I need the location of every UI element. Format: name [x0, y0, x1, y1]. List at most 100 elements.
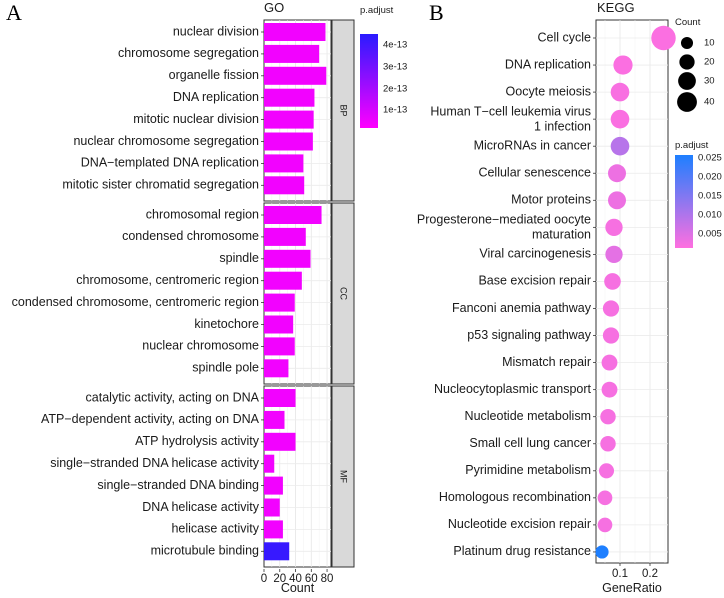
data-point [604, 273, 621, 290]
data-point [601, 354, 618, 371]
x-tick-label: 0 [261, 573, 267, 585]
color-legend-label: 0.010 [698, 210, 722, 221]
size-legend-dot [678, 72, 696, 90]
data-point [601, 381, 618, 398]
y-tick-label: Nucleotide excision repair [448, 517, 591, 531]
y-tick-label: ATP hydrolysis activity [135, 434, 260, 448]
facet-strip-mf [331, 385, 355, 568]
bar [264, 110, 314, 129]
color-legend-label: 0.025 [698, 153, 722, 164]
y-tick-label: Motor proteins [511, 193, 591, 207]
bar [264, 337, 295, 356]
y-tick-label: helicase activity [171, 522, 259, 536]
y-tick-label: Mismatch repair [502, 355, 591, 369]
y-tick-label: single−stranded DNA helicase activity [50, 456, 260, 470]
x-tick-label: 40 [289, 573, 302, 585]
data-point [600, 408, 616, 425]
x-tick-label: 80 [321, 573, 334, 585]
y-tick-label: Platinum drug resistance [453, 544, 591, 558]
y-tick-label: Small cell lung cancer [469, 436, 591, 450]
bar [264, 293, 295, 312]
y-tick-label: p53 signaling pathway [467, 328, 591, 342]
y-tick-label: DNA−templated DNA replication [81, 156, 259, 170]
y-tick-label: Nucleocytoplasmic transport [434, 382, 592, 396]
data-point [602, 300, 620, 317]
bar [264, 476, 283, 495]
color-legend-label: 0.020 [698, 172, 722, 183]
color-legend-label: 0.005 [698, 229, 722, 240]
bar [264, 271, 302, 290]
y-tick-label: Fanconi anemia pathway [452, 301, 592, 315]
data-point [595, 545, 609, 559]
plot-panel [595, 19, 669, 564]
y-tick-label-line2: 1 infection [534, 119, 591, 133]
y-tick-label-line2: maturation [532, 228, 591, 242]
color-legend-bar [360, 34, 378, 128]
size-legend-label: 30 [704, 76, 715, 87]
x-tick-label: 0.1 [612, 568, 628, 580]
facet-strip-label: MF [339, 470, 349, 483]
y-tick-label: condensed chromosome, centromeric region [12, 295, 259, 309]
y-tick-label: kinetochore [194, 317, 259, 331]
bar [264, 432, 296, 451]
y-tick-label: Progesterone−mediated oocyte [417, 213, 591, 227]
bar [264, 23, 326, 41]
y-tick-label: Homologous recombination [439, 490, 591, 504]
chart-title: GO [264, 0, 284, 15]
y-tick-label: single−stranded DNA binding [97, 478, 259, 492]
y-tick-label: Human T−cell leukemia virus [430, 104, 591, 118]
y-tick-label: chromosome segregation [118, 46, 259, 60]
y-tick-label: nuclear chromosome [142, 339, 259, 353]
data-point [597, 490, 613, 506]
panel-label-a: A [6, 0, 22, 25]
y-tick-label: DNA helicase activity [142, 500, 259, 514]
data-point [610, 82, 630, 102]
bar [264, 66, 327, 85]
bar [264, 132, 313, 151]
color-legend-label: 3e-13 [383, 62, 407, 73]
data-point [613, 55, 633, 75]
y-tick-label: spindle pole [192, 361, 259, 375]
color-legend-label: 4e-13 [383, 40, 407, 51]
color-legend-title: p.adjust [360, 5, 394, 16]
facet-strip-bp [331, 19, 355, 202]
data-point [651, 25, 676, 51]
x-axis-title: Count [281, 581, 315, 595]
y-tick-label: microtubule binding [151, 544, 259, 558]
x-tick-label: 60 [305, 573, 318, 585]
bar [264, 454, 275, 473]
y-tick-label: organelle fission [169, 68, 259, 82]
bar [264, 498, 280, 517]
bar [264, 315, 294, 334]
data-point [610, 109, 630, 129]
size-legend-title: Count [675, 17, 701, 28]
y-tick-label: chromosomal region [146, 207, 259, 221]
bar [264, 44, 320, 63]
color-legend-bar [675, 155, 693, 248]
data-point [610, 136, 630, 156]
bar [264, 520, 283, 539]
data-point [600, 436, 616, 452]
size-legend-dot [679, 54, 695, 70]
y-tick-label: spindle [219, 251, 259, 265]
y-tick-label: condensed chromosome [122, 229, 259, 243]
bar [264, 410, 285, 429]
bar [264, 389, 296, 407]
bar [264, 227, 306, 246]
size-legend-label: 40 [704, 97, 715, 108]
size-legend-label: 20 [704, 57, 715, 68]
y-tick-label: Viral carcinogenesis [479, 247, 591, 261]
size-legend-label: 10 [704, 38, 715, 49]
x-tick-label: 20 [273, 573, 286, 585]
bar [264, 88, 315, 107]
color-legend-label: 1e-13 [383, 105, 407, 116]
color-legend-label: 2e-13 [383, 84, 407, 95]
y-tick-label: Cell cycle [538, 30, 592, 44]
x-tick-label: 0.2 [642, 568, 658, 580]
size-legend-dot [680, 36, 694, 50]
facet-strip-label: CC [339, 287, 349, 300]
color-legend-label: 0.015 [698, 191, 722, 202]
bar [264, 542, 290, 561]
bar [264, 249, 311, 268]
